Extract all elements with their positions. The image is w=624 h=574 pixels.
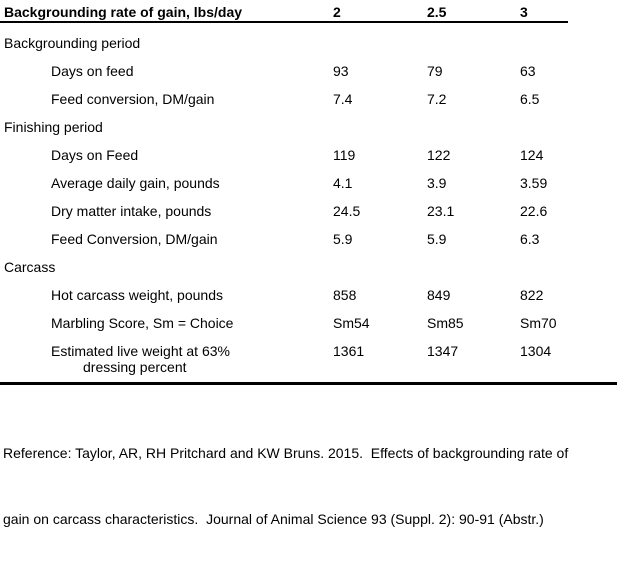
value-cell-col3: 3.59: [520, 175, 548, 191]
table-header-row: Backgrounding rate of gain, lbs/day 2 2.…: [0, 0, 568, 23]
value-cell-col3: 22.6: [520, 203, 548, 219]
table-row: Feed conversion, DM/gain 7.4 7.2 6.5: [0, 85, 624, 113]
section-row: Carcass: [0, 253, 624, 281]
table-row: Dry matter intake, pounds 24.5 23.1 22.6: [0, 197, 624, 225]
table-bottom-rule: [0, 382, 617, 385]
table-header-label: Backgrounding rate of gain, lbs/day: [4, 4, 243, 20]
row-label-line1: Days on feed: [51, 63, 134, 79]
row-label-line2: dressing percent: [83, 359, 187, 375]
section-title: Backgrounding period: [4, 35, 141, 51]
value-cell-col2: 1347: [427, 343, 459, 359]
row-label: Dry matter intake, pounds: [0, 203, 333, 225]
section-title: Carcass: [4, 259, 56, 275]
value-cell-col2: 5.9: [427, 231, 447, 247]
table-body: Backgrounding period Days on feed 93 79 63 Fe…: [0, 29, 624, 381]
value-cell-col1: 1361: [333, 343, 365, 359]
row-label-line1: Days on Feed: [51, 147, 139, 163]
table-row: Days on feed 93 79 63: [0, 57, 624, 85]
value-cell-col2: Sm85: [427, 315, 464, 331]
table-row: Feed Conversion, DM/gain 5.9 5.9 6.3: [0, 225, 624, 253]
document-page: Backgrounding rate of gain, lbs/day 2 2.…: [0, 0, 624, 527]
value-cell-col1: 119: [333, 147, 356, 163]
value-cell-col3: 124: [520, 147, 544, 163]
table-header-col-2: 2: [333, 4, 341, 20]
section-title: Finishing period: [4, 119, 103, 135]
row-label-line1: Feed Conversion, DM/gain: [51, 231, 218, 247]
table-row: Days on Feed 119 122 124: [0, 141, 624, 169]
value-cell-col1: 93: [333, 63, 349, 79]
table-header-col-2-5: 2.5: [427, 4, 447, 20]
value-cell-col1: 5.9: [333, 231, 353, 247]
value-cell-col1: 24.5: [333, 203, 361, 219]
value-cell-col1: Sm54: [333, 315, 370, 331]
backgrounding-table: Backgrounding rate of gain, lbs/day 2 2.…: [0, 0, 624, 385]
row-label-line1: Dry matter intake, pounds: [51, 203, 212, 219]
value-cell-col1: 4.1: [333, 175, 353, 191]
table-row: Hot carcass weight, pounds 858 849 822: [0, 281, 624, 309]
value-cell-col2: 7.2: [427, 91, 447, 107]
section-row: Finishing period: [0, 113, 624, 141]
row-label-line1: Feed conversion, DM/gain: [51, 91, 215, 107]
value-cell-col3: 1304: [520, 343, 552, 359]
value-cell-col1: 858: [333, 287, 357, 303]
value-cell-col2: 849: [427, 287, 451, 303]
value-cell-col3: 822: [520, 287, 544, 303]
row-label: Days on Feed: [0, 147, 333, 169]
table-header-col-3: 3: [520, 4, 528, 20]
table-row: Marbling Score, Sm = Choice Sm54 Sm85 Sm70: [0, 309, 624, 337]
row-label: Days on feed: [0, 63, 333, 85]
value-cell-col2: 122: [427, 147, 451, 163]
table-row: Estimated live weight at 63% dressing per…: [0, 337, 624, 381]
row-label-line1: Average daily gain, pounds: [51, 175, 220, 191]
row-label: Average daily gain, pounds: [0, 175, 333, 197]
row-label: Marbling Score, Sm = Choice: [0, 315, 333, 337]
reference-line-1: Reference: Taylor, AR, RH Pritchard and …: [3, 445, 569, 461]
row-label-line1: Marbling Score, Sm = Choice: [51, 315, 234, 331]
value-cell-col2: 3.9: [427, 175, 447, 191]
row-label: Hot carcass weight, pounds: [0, 287, 333, 309]
value-cell-col1: 7.4: [333, 91, 353, 107]
value-cell-col3: Sm70: [520, 315, 557, 331]
row-label-line1: Hot carcass weight, pounds: [51, 287, 223, 303]
row-label-line1: Estimated live weight at 63%: [51, 343, 230, 359]
row-label: Estimated live weight at 63% dressing per…: [0, 343, 333, 381]
value-cell-col3: 63: [520, 63, 536, 79]
reference-citation: Reference: Taylor, AR, RH Pritchard and …: [0, 398, 624, 574]
row-label: Feed Conversion, DM/gain: [0, 231, 333, 253]
row-label: Feed conversion, DM/gain: [0, 91, 333, 113]
reference-line-2: gain on carcass characteristics. Journal…: [3, 511, 544, 527]
value-cell-col3: 6.3: [520, 231, 540, 247]
section-row: Backgrounding period: [0, 29, 624, 57]
value-cell-col2: 79: [427, 63, 443, 79]
value-cell-col3: 6.5: [520, 91, 540, 107]
table-row: Average daily gain, pounds 4.1 3.9 3.59: [0, 169, 624, 197]
value-cell-col2: 23.1: [427, 203, 455, 219]
